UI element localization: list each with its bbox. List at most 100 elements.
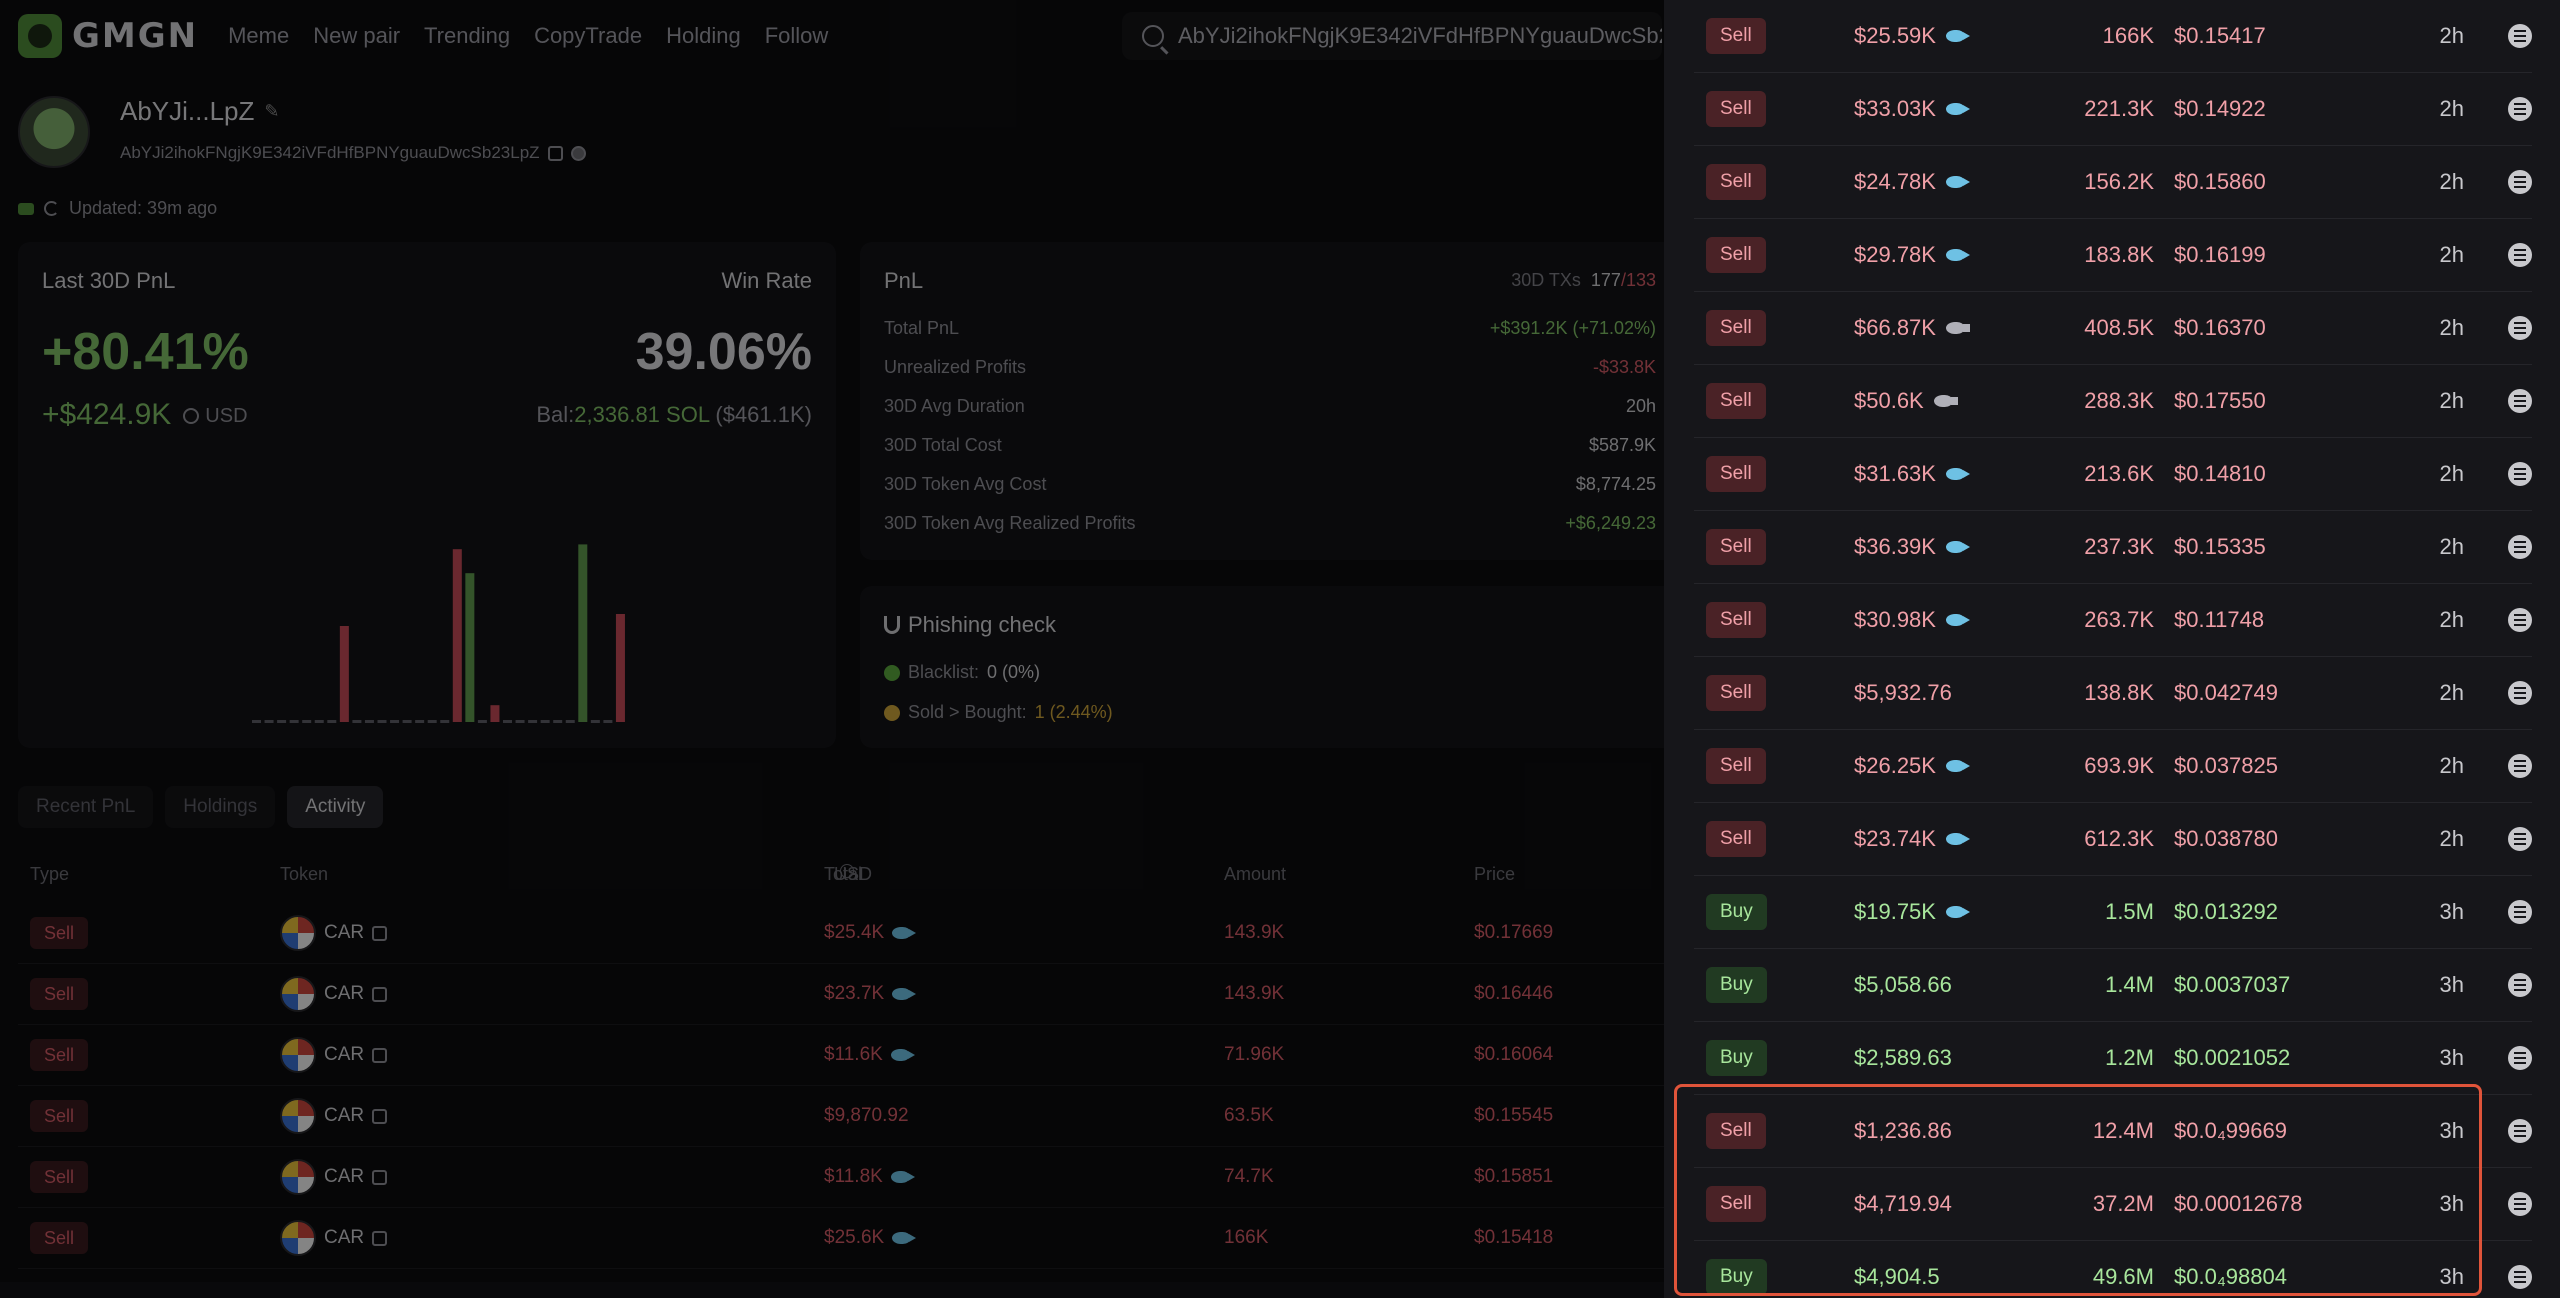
nav-copytrade[interactable]: CopyTrade xyxy=(534,23,643,48)
logo[interactable]: GMGN xyxy=(18,14,198,58)
price-cell: $0.15418 xyxy=(1474,1227,1554,1248)
table-row[interactable]: Sell CAR $9,870.92 63.5K $0.15545 xyxy=(18,1086,1680,1147)
copy-icon[interactable] xyxy=(372,1047,388,1063)
trade-price: $0.17550 xyxy=(2174,388,2266,413)
details-menu-icon[interactable] xyxy=(2508,316,2532,340)
edit-icon[interactable]: ✎ xyxy=(264,101,280,121)
tab-recent-pnl[interactable]: Recent PnL xyxy=(18,786,154,828)
blacklist-label: Blacklist: xyxy=(908,662,980,682)
table-row[interactable]: Sell CAR $25.4K 143.9K $0.17669 xyxy=(18,903,1680,964)
table-row[interactable]: Sell CAR $11.8K 74.7K $0.15851 xyxy=(18,1147,1680,1208)
trade-amount: 612.3K xyxy=(2084,826,2154,851)
details-menu-icon[interactable] xyxy=(2508,1265,2532,1289)
nav-meme[interactable]: Meme xyxy=(228,23,290,48)
token-cell[interactable]: CAR xyxy=(280,915,388,951)
trade-row[interactable]: Sell $23.74K 612.3K $0.038780 2h xyxy=(1694,803,2532,876)
details-menu-icon[interactable] xyxy=(2508,389,2532,413)
trade-usd-cell: $66.87K xyxy=(1854,315,1970,341)
copy-icon[interactable] xyxy=(372,925,388,941)
dolphin-icon xyxy=(1945,176,1970,188)
nav-new-pair[interactable]: New pair xyxy=(313,23,401,48)
details-menu-icon[interactable] xyxy=(2508,900,2532,924)
details-menu-icon[interactable] xyxy=(2508,535,2532,559)
dolphin-icon xyxy=(892,927,917,939)
token-symbol: CAR xyxy=(324,1044,365,1065)
pnl-bar xyxy=(565,720,575,723)
details-menu-icon[interactable] xyxy=(2508,97,2532,121)
trade-row[interactable]: Sell $25.59K 166K $0.15417 2h xyxy=(1694,0,2532,73)
search-input[interactable]: AbYJi2ihokFNgjK9E342iVFdHfBPNYguauDwcSb2… xyxy=(1122,12,1662,60)
trade-usd-value: $5,932.76 xyxy=(1854,680,1952,705)
table-row[interactable]: Sell CAR $23.7K 143.9K $0.16446 xyxy=(18,964,1680,1025)
nav-holding[interactable]: Holding xyxy=(666,23,741,48)
trade-row[interactable]: Sell $66.87K 408.5K $0.16370 2h xyxy=(1694,292,2532,365)
trade-time: 3h xyxy=(2439,1191,2464,1216)
copy-icon[interactable] xyxy=(372,1169,388,1185)
trade-row[interactable]: Sell $4,719.94 37.2M $0.00012678 3h xyxy=(1694,1168,2532,1241)
pnl-bar xyxy=(289,720,299,723)
tab-holdings[interactable]: Holdings xyxy=(165,786,276,828)
detail-row-avg-realized: 30D Token Avg Realized Profits +$6,249.2… xyxy=(884,513,1656,534)
details-menu-icon[interactable] xyxy=(2508,1119,2532,1143)
trade-row[interactable]: Sell $24.78K 156.2K $0.15860 2h xyxy=(1694,146,2532,219)
details-menu-icon[interactable] xyxy=(2508,681,2532,705)
token-cell[interactable]: CAR xyxy=(280,976,388,1012)
trade-row[interactable]: Sell $1,236.86 12.4M $0.0₄99669 3h xyxy=(1694,1095,2532,1168)
trade-row[interactable]: Buy $4,904.5 49.6M $0.0₄98804 3h xyxy=(1694,1241,2532,1298)
explorer-icon[interactable] xyxy=(570,145,586,161)
table-row[interactable]: Sell CAR $11.6K 71.96K $0.16064 xyxy=(18,1025,1680,1086)
pnl-bar xyxy=(427,720,437,723)
trade-row[interactable]: Buy $19.75K 1.5M $0.013292 3h xyxy=(1694,876,2532,949)
trade-row[interactable]: Sell $36.39K 237.3K $0.15335 2h xyxy=(1694,511,2532,584)
trade-amount: 37.2M xyxy=(2092,1191,2154,1216)
details-menu-icon[interactable] xyxy=(2508,754,2532,778)
usd-toggle[interactable]: USD xyxy=(183,405,248,428)
details-menu-icon[interactable] xyxy=(2508,24,2532,48)
nav-follow[interactable]: Follow xyxy=(764,23,829,48)
token-cell[interactable]: CAR xyxy=(280,1098,388,1134)
details-menu-icon[interactable] xyxy=(2508,1046,2532,1070)
twitter-icon[interactable] xyxy=(18,202,34,215)
details-menu-icon[interactable] xyxy=(2508,1192,2532,1216)
trade-row[interactable]: Sell $29.78K 183.8K $0.16199 2h xyxy=(1694,219,2532,292)
trade-price: $0.0₄99669 xyxy=(2174,1118,2287,1143)
trade-usd-value: $26.25K xyxy=(1854,753,1936,778)
trade-type-badge: Sell xyxy=(1706,18,1766,54)
trade-row[interactable]: Buy $5,058.66 1.4M $0.0037037 3h xyxy=(1694,949,2532,1022)
amount-cell: 143.9K xyxy=(1224,922,1285,943)
details-menu-icon[interactable] xyxy=(2508,243,2532,267)
pnl-bar xyxy=(503,720,512,723)
trade-time: 2h xyxy=(2439,169,2464,194)
phishing-title: Phishing check xyxy=(884,612,1056,638)
details-menu-icon[interactable] xyxy=(2508,608,2532,632)
token-cell[interactable]: CAR xyxy=(280,1220,388,1256)
trade-type-badge: Buy xyxy=(1706,1040,1767,1076)
copy-icon[interactable] xyxy=(372,1230,388,1246)
token-avatar xyxy=(280,915,316,951)
trade-row[interactable]: Sell $26.25K 693.9K $0.037825 2h xyxy=(1694,730,2532,803)
trade-row[interactable]: Sell $31.63K 213.6K $0.14810 2h xyxy=(1694,438,2532,511)
details-menu-icon[interactable] xyxy=(2508,973,2532,997)
trade-row[interactable]: Buy $2,589.63 1.2M $0.0021052 3h xyxy=(1694,1022,2532,1095)
activity-tabs: Recent PnL Holdings Activity xyxy=(18,786,384,828)
daily-pnl-chart xyxy=(252,544,625,723)
refresh-icon[interactable] xyxy=(44,201,59,216)
trade-row[interactable]: Sell $5,932.76 138.8K $0.042749 2h xyxy=(1694,657,2532,730)
copy-icon[interactable] xyxy=(372,986,388,1002)
trade-usd-value: $1,236.86 xyxy=(1854,1118,1952,1143)
table-row[interactable]: Sell CAR $25.6K 166K $0.15418 xyxy=(18,1208,1680,1269)
token-cell[interactable]: CAR xyxy=(280,1159,388,1195)
details-menu-icon[interactable] xyxy=(2508,462,2532,486)
trade-row[interactable]: Sell $30.98K 263.7K $0.11748 2h xyxy=(1694,584,2532,657)
sold-bought-value: 1 (2.44%) xyxy=(1034,702,1113,722)
tab-activity[interactable]: Activity xyxy=(287,786,384,828)
copy-icon[interactable] xyxy=(547,145,563,161)
trade-row[interactable]: Sell $33.03K 221.3K $0.14922 2h xyxy=(1694,73,2532,146)
token-cell[interactable]: CAR xyxy=(280,1037,388,1073)
details-menu-icon[interactable] xyxy=(2508,170,2532,194)
copy-icon[interactable] xyxy=(372,1108,388,1124)
details-menu-icon[interactable] xyxy=(2508,827,2532,851)
trade-row[interactable]: Sell $50.6K 288.3K $0.17550 2h xyxy=(1694,365,2532,438)
nav-trending[interactable]: Trending xyxy=(424,23,511,48)
col-total[interactable]: Total USD xyxy=(824,864,872,885)
